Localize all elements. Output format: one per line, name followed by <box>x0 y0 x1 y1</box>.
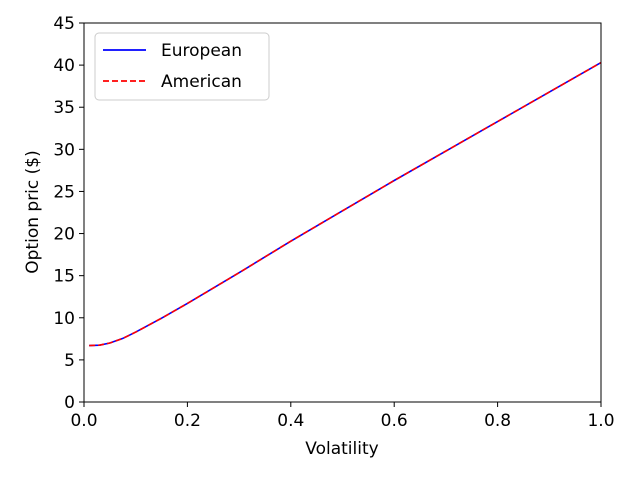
x-tick-label: 0.6 <box>381 411 408 431</box>
x-tick-label: 1.0 <box>587 411 614 431</box>
plot-area <box>83 22 602 403</box>
y-tick-label: 45 <box>53 14 75 34</box>
legend-label-american: American <box>161 72 242 92</box>
y-axis: 0 5 10 15 20 25 30 35 40 45 <box>53 14 84 413</box>
x-tick-label: 0.0 <box>70 411 97 431</box>
legend-label-european: European <box>161 41 242 61</box>
legend: European American <box>94 32 270 101</box>
x-tick-label: 0.4 <box>277 411 304 431</box>
y-tick-label: 10 <box>53 309 75 329</box>
y-tick-label: 25 <box>53 182 75 202</box>
y-tick-label: 30 <box>53 140 75 160</box>
x-tick-label: 0.2 <box>174 411 201 431</box>
y-tick-label: 40 <box>53 56 75 76</box>
y-tick-label: 35 <box>53 98 75 118</box>
x-axis-title: Volatility <box>305 439 378 459</box>
y-tick-label: 20 <box>53 225 75 245</box>
series-line-european <box>89 61 602 347</box>
axes-frame <box>83 22 602 403</box>
series-line-american <box>89 61 602 347</box>
y-axis-title: Option pric ($) <box>23 150 43 273</box>
y-tick-label: 5 <box>64 351 75 371</box>
y-tick-label: 15 <box>53 267 75 287</box>
x-tick-label: 0.8 <box>484 411 511 431</box>
y-tick-label: 0 <box>64 393 75 413</box>
x-axis: 0.0 0.2 0.4 0.6 0.8 1.0 <box>70 402 615 431</box>
